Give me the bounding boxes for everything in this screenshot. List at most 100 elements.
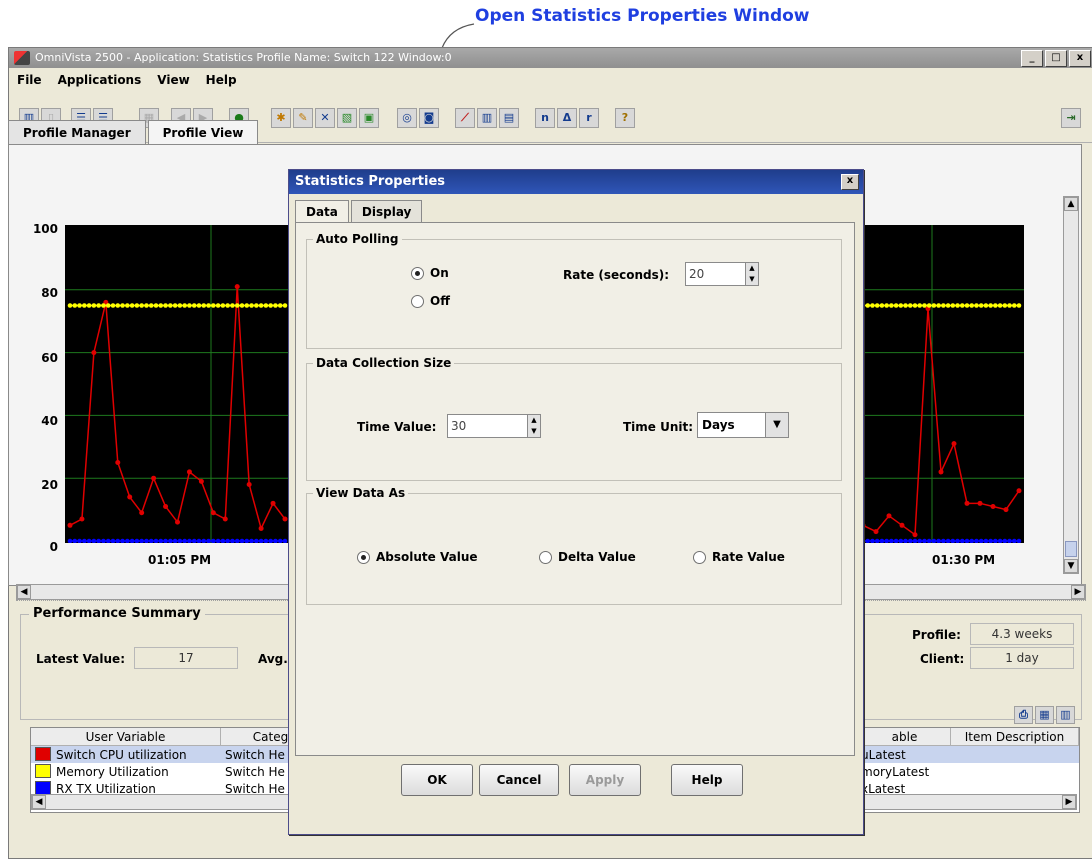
data-point: [268, 303, 273, 308]
data-point: [211, 303, 216, 308]
data-point: [983, 303, 989, 308]
data-point: [941, 303, 946, 308]
help-icon[interactable]: ?: [615, 108, 635, 128]
chart-vertical-scrollbar[interactable]: ▲ ▼: [1063, 196, 1079, 574]
stacked-chart-icon[interactable]: ▤: [499, 108, 519, 128]
minimize-button[interactable]: _: [1021, 50, 1043, 67]
auto-polling-title: Auto Polling: [313, 232, 402, 246]
dialog-title: Statistics Properties: [295, 174, 446, 189]
close-button[interactable]: x: [1069, 50, 1091, 67]
tab-profile-manager[interactable]: Profile Manager: [8, 120, 146, 145]
data-point: [151, 475, 157, 481]
dialog-tab-display[interactable]: Display: [350, 200, 423, 223]
scroll-left-icon[interactable]: ◀: [17, 585, 31, 599]
exit-icon[interactable]: ⇥: [1061, 108, 1081, 128]
properties-icon[interactable]: ▣: [359, 108, 379, 128]
avg-label: Avg.: [258, 652, 288, 666]
tab-profile-view[interactable]: Profile View: [147, 120, 259, 145]
column-header-variable[interactable]: able: [859, 728, 951, 746]
data-point: [263, 538, 269, 543]
data-point: [950, 303, 956, 308]
scroll-right-icon[interactable]: ▶: [1071, 585, 1085, 599]
menu-applications[interactable]: Applications: [57, 73, 142, 87]
delta-value-radio[interactable]: Delta Value: [539, 550, 636, 564]
data-point: [67, 538, 73, 543]
time-unit-select[interactable]: Days ▼: [697, 412, 789, 438]
data-point: [153, 538, 159, 543]
data-point: [91, 350, 97, 356]
columns-icon[interactable]: ▥: [1056, 706, 1075, 724]
data-point: [945, 538, 951, 543]
time-value-spinner[interactable]: 30 ▲ ▼: [447, 414, 541, 438]
scroll-thumb[interactable]: [1065, 541, 1077, 557]
data-point: [969, 303, 975, 308]
scroll-right-icon[interactable]: ▶: [1062, 795, 1076, 809]
scroll-up-icon[interactable]: ▲: [1064, 197, 1078, 211]
edit-icon[interactable]: ✎: [293, 108, 313, 128]
table-icon[interactable]: ▦: [1035, 706, 1054, 724]
polling-off-radio[interactable]: Off: [411, 294, 450, 308]
delete-icon[interactable]: ✕: [315, 108, 335, 128]
line-chart-icon[interactable]: ⟋: [455, 108, 475, 128]
data-point: [263, 303, 269, 308]
toolbar: ▥ ▯ ☰ ☰ ▦ ◀ ▶ ● ✱ ✎ ✕ ▧ ▣ ◎ ◙ ⟋ ▥ ▤ n Δ …: [9, 92, 1092, 143]
spinner-arrows-icon[interactable]: ▲ ▼: [527, 415, 540, 437]
table-row[interactable]: Memory Utilization: [35, 764, 169, 781]
data-point: [246, 481, 252, 487]
data-point: [941, 538, 946, 543]
y-tick-label: 20: [41, 478, 58, 492]
menu-file[interactable]: File: [17, 73, 42, 87]
dialog-close-button[interactable]: x: [841, 174, 859, 190]
help-button[interactable]: Help: [671, 764, 743, 796]
bar-chart-icon[interactable]: ▥: [477, 108, 497, 128]
series-line: [862, 308, 1020, 537]
client-value-field: 1 day: [970, 647, 1074, 669]
menu-help[interactable]: Help: [205, 73, 237, 87]
dialog-tab-data[interactable]: Data: [295, 200, 349, 223]
data-point: [182, 303, 187, 308]
data-point: [101, 303, 106, 308]
polling-on-radio[interactable]: On: [411, 266, 449, 280]
table-row[interactable]: RX TX Utilization: [35, 781, 156, 798]
rate-icon[interactable]: r: [579, 108, 599, 128]
normal-icon[interactable]: n: [535, 108, 555, 128]
data-point: [72, 538, 78, 543]
scroll-down-icon[interactable]: ▼: [1064, 559, 1078, 573]
radio-selected-icon: [411, 266, 424, 280]
data-point: [249, 538, 254, 543]
column-header-user-variable[interactable]: User Variable: [31, 728, 221, 746]
camera-icon[interactable]: ◙: [419, 108, 439, 128]
column-header-item-description[interactable]: Item Description: [951, 728, 1079, 746]
data-point: [127, 494, 133, 500]
rate-seconds-spinner[interactable]: 20 ▲ ▼: [685, 262, 759, 286]
scroll-left-icon[interactable]: ◀: [32, 795, 46, 809]
color-swatch: [35, 781, 51, 795]
data-point: [270, 500, 276, 506]
data-point: [282, 538, 288, 543]
menu-view[interactable]: View: [157, 73, 190, 87]
spinner-arrows-icon[interactable]: ▲ ▼: [745, 263, 758, 285]
cancel-button[interactable]: Cancel: [479, 764, 559, 796]
absolute-value-radio[interactable]: Absolute Value: [357, 550, 478, 564]
data-point: [884, 303, 889, 308]
apply-button[interactable]: Apply: [569, 764, 641, 796]
rate-value-radio[interactable]: Rate Value: [693, 550, 785, 564]
data-point: [239, 538, 245, 543]
chevron-down-icon[interactable]: ▼: [765, 413, 788, 437]
data-point: [163, 538, 168, 543]
poll-icon[interactable]: ◎: [397, 108, 417, 128]
data-point: [997, 303, 1003, 308]
data-point: [234, 303, 240, 308]
star-icon[interactable]: ✱: [271, 108, 291, 128]
chart-icon[interactable]: ▧: [337, 108, 357, 128]
ok-button[interactable]: OK: [401, 764, 473, 796]
data-point: [168, 538, 173, 543]
data-point: [210, 510, 216, 516]
print-icon[interactable]: ⎙: [1014, 706, 1033, 724]
delta-icon[interactable]: Δ: [557, 108, 577, 128]
table-row[interactable]: Switch CPU utilization: [35, 747, 187, 764]
latest-value-field: 17: [134, 647, 238, 669]
data-point: [1002, 303, 1008, 308]
maximize-button[interactable]: □: [1045, 50, 1067, 67]
data-point: [105, 538, 111, 543]
